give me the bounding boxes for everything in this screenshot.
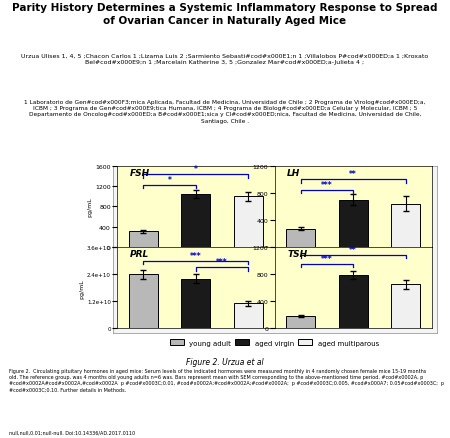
Bar bbox=[181, 279, 210, 328]
Text: FSH: FSH bbox=[130, 169, 150, 178]
Bar bbox=[286, 229, 315, 247]
Text: Urzua Ulises 1, 4, 5 ;Chacon Carlos 1 ;Lizama Luis 2 ;Sarmiento Sebasti#cod#x000: Urzua Ulises 1, 4, 5 ;Chacon Carlos 1 ;L… bbox=[22, 53, 428, 64]
Bar bbox=[234, 197, 263, 247]
Text: TSH: TSH bbox=[287, 250, 307, 259]
Text: ***: *** bbox=[321, 254, 333, 263]
Legend: young adult, aged virgin, aged multiparous: young adult, aged virgin, aged multiparo… bbox=[170, 339, 379, 346]
Text: ***: *** bbox=[216, 258, 228, 267]
Bar bbox=[234, 304, 263, 328]
Text: LH: LH bbox=[287, 169, 300, 178]
Text: 1 Laboratorio de Gen#cod#x000F3;mica Aplicada, Facultad de Medicina, Universidad: 1 Laboratorio de Gen#cod#x000F3;mica Apl… bbox=[24, 100, 426, 124]
Text: *: * bbox=[167, 175, 171, 184]
Text: ***: *** bbox=[190, 251, 202, 260]
Bar bbox=[286, 316, 315, 328]
Y-axis label: pg/mL: pg/mL bbox=[79, 278, 84, 298]
Text: ***: *** bbox=[321, 180, 333, 189]
Text: PRL: PRL bbox=[130, 250, 149, 259]
Bar bbox=[392, 204, 420, 247]
Bar bbox=[339, 275, 368, 328]
Text: **: ** bbox=[349, 170, 357, 179]
Text: **: ** bbox=[349, 246, 357, 254]
Bar bbox=[129, 275, 158, 328]
Text: Parity History Determines a Systemic Inflammatory Response to Spread
of Ovarian : Parity History Determines a Systemic Inf… bbox=[12, 4, 438, 26]
Y-axis label: pg/mL: pg/mL bbox=[87, 197, 92, 217]
Text: null,null,0.01;null-null. Doi:10.14336/AD.2017.0110: null,null,0.01;null-null. Doi:10.14336/A… bbox=[9, 430, 135, 434]
Text: Figure 2.  Circulating pituitary hormones in aged mice: Serum levels of the indi: Figure 2. Circulating pituitary hormones… bbox=[9, 368, 444, 392]
Bar bbox=[339, 200, 368, 247]
Text: Figure 2. Urzua et al: Figure 2. Urzua et al bbox=[186, 357, 264, 366]
Bar bbox=[181, 194, 210, 247]
Text: *: * bbox=[194, 165, 198, 174]
Bar bbox=[129, 232, 158, 247]
Bar bbox=[392, 285, 420, 328]
